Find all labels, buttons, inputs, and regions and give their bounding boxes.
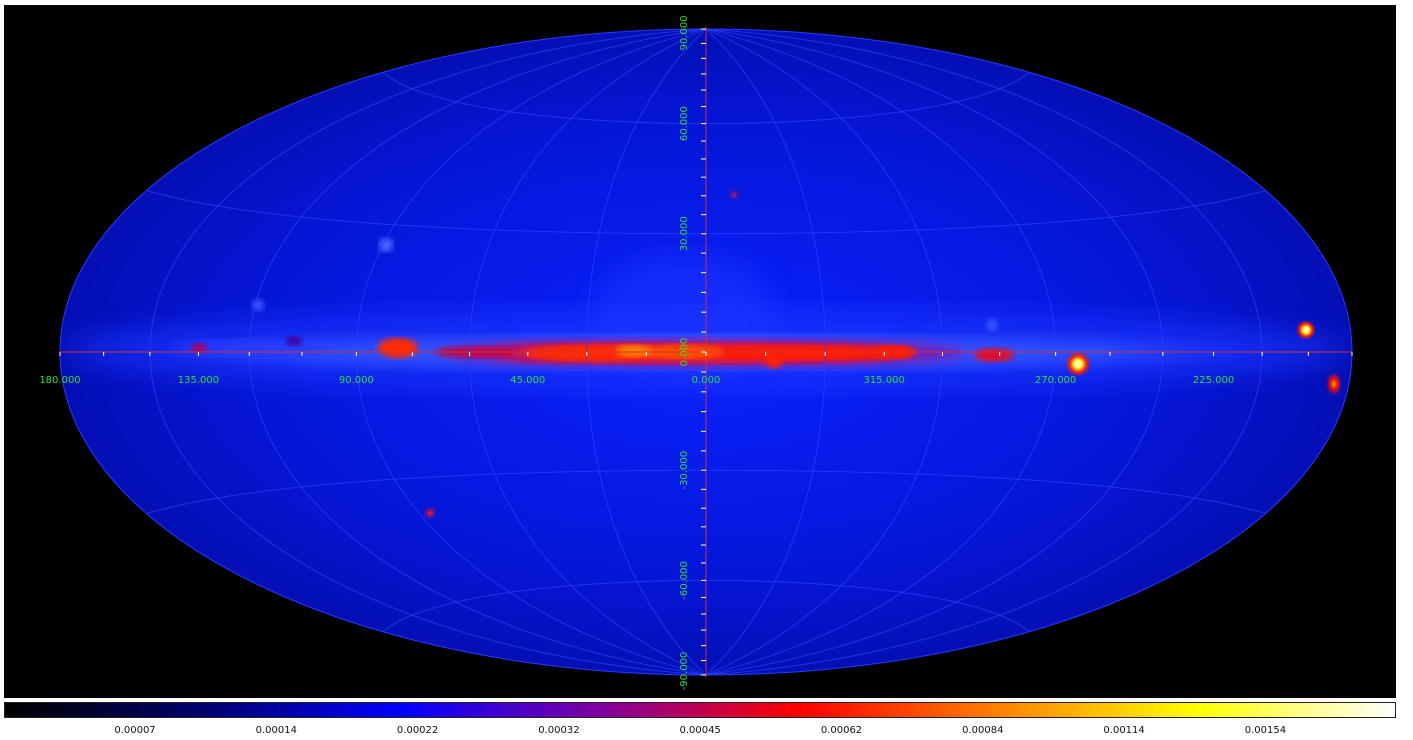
colorbar bbox=[4, 702, 1396, 718]
colorbar-label: 0.00007 bbox=[114, 725, 156, 736]
lat-label: 0.000 bbox=[679, 338, 690, 367]
lon-label: 315.000 bbox=[864, 375, 905, 386]
colorbar-label: 0.00014 bbox=[255, 725, 297, 736]
lat-label: 60.000 bbox=[679, 106, 690, 141]
lon-label: 270.000 bbox=[1035, 375, 1076, 386]
latitude-labels: 90.000 60.000 30.000 0.000 -30.000 -60.000 -90… bbox=[679, 16, 690, 691]
colorbar-label: 0.00114 bbox=[1103, 725, 1145, 736]
axis-ticks bbox=[59, 28, 1353, 676]
lon-label: 225.000 bbox=[1193, 375, 1234, 386]
colorbar-label: 0.00045 bbox=[679, 725, 721, 736]
lon-label: 135.000 bbox=[178, 375, 219, 386]
longitude-labels: 180.000 135.000 90.000 45.000 0.000 315.000 27… bbox=[39, 375, 1234, 386]
lat-label: 30.000 bbox=[679, 216, 690, 251]
lon-label: 45.000 bbox=[510, 375, 545, 386]
sky-map-viewer[interactable]: 180.000 135.000 90.000 45.000 0.000 315.000 27… bbox=[4, 5, 1396, 698]
lat-label: -90.000 bbox=[679, 652, 690, 691]
colorbar-label: 0.00084 bbox=[962, 725, 1004, 736]
colorbar-label: 0.00062 bbox=[820, 725, 863, 736]
colorbar-label: 0.00032 bbox=[538, 725, 580, 736]
lat-label: -60.000 bbox=[679, 561, 690, 600]
lat-label: 90.000 bbox=[679, 16, 690, 51]
lon-label: 90.000 bbox=[339, 375, 374, 386]
colorbar-label: 0.00022 bbox=[396, 725, 439, 736]
separator bbox=[4, 698, 1396, 701]
lat-label: -30.000 bbox=[679, 451, 690, 490]
all-sky-map[interactable]: 180.000 135.000 90.000 45.000 0.000 315.000 27… bbox=[4, 5, 1396, 698]
lon-label: 0.000 bbox=[692, 375, 721, 386]
colorbar-label: 0.00154 bbox=[1244, 725, 1287, 736]
lon-label: 180.000 bbox=[39, 375, 80, 386]
